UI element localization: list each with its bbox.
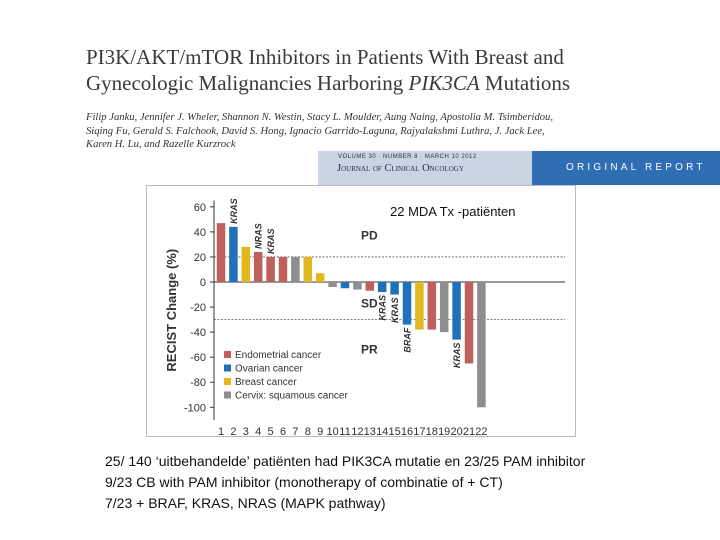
author-line-3: Karen H. Lu, and Razelle Kurzrock — [86, 139, 236, 150]
y-tick-label: 40 — [194, 227, 206, 239]
bar-patient-11 — [340, 282, 350, 289]
y-tick-label: -40 — [190, 327, 206, 339]
bar-patient-10 — [328, 282, 337, 288]
y-tick-label: 20 — [194, 252, 206, 264]
x-tick-label: 7 — [292, 426, 298, 438]
mutation-label-bar-5: KRAS — [266, 228, 276, 254]
note-line-1: 25/ 140 ‘uitbehandelde’ patiënten had PI… — [105, 453, 586, 469]
waterfall-chart: 60 40 20 0 -20 -40 -60 -80 -100 RECIST Change (%)… — [164, 198, 565, 438]
patient-count-label: 22 MDA Tx -patiënten — [390, 204, 516, 219]
bar-patient-21 — [464, 282, 474, 364]
bar-patient-8 — [303, 256, 313, 282]
region-label-pr: PR — [361, 343, 378, 357]
legend-swatch-cervix — [224, 391, 231, 399]
mutation-label-bar-15: KRAS — [390, 298, 400, 324]
bar-patient-12 — [353, 282, 362, 290]
journal-band-right: ORIGINAL REPORT — [532, 151, 720, 185]
legend-swatch-breast — [224, 378, 231, 385]
mutation-label-bar-16: BRAF — [403, 327, 413, 352]
y-tick-label: 60 — [194, 202, 206, 214]
journal-name: Journal of Clinical Oncology — [337, 163, 464, 174]
paper-title-line-2: Gynecologic Malignancies Harboring PIK3C… — [86, 70, 646, 96]
x-tick-label: 21 — [463, 426, 475, 438]
author-list: Filip Janku, Jennifer J. Wheler, Shannon… — [86, 111, 646, 152]
mutation-label-bar-14: KRAS — [378, 295, 388, 321]
y-tick-label: -80 — [190, 377, 206, 389]
bar-patient-7 — [291, 256, 300, 282]
x-tick-label: 12 — [351, 426, 363, 438]
paper-title-line-1: PI3K/AKT/mTOR Inhibitors in Patients Wit… — [86, 45, 564, 69]
x-tick-label: 16 — [401, 426, 413, 438]
region-label-pd: PD — [361, 229, 378, 243]
report-type-label: ORIGINAL REPORT — [566, 162, 706, 173]
x-tick-label: 13 — [364, 426, 376, 438]
y-tick-label: -100 — [184, 402, 206, 414]
journal-band-left: VOLUME 30 · NUMBER 8 · MARCH 10 2012 Jou… — [318, 151, 532, 185]
x-tick-label: 14 — [376, 426, 388, 438]
y-axis-title: RECIST Change (%) — [164, 249, 179, 372]
notes: 25/ 140 ‘uitbehandelde’ patiënten had PI… — [105, 451, 705, 514]
paper-title-line-2-a: Gynecologic Malignancies Harboring — [86, 71, 409, 95]
x-tick-label: 18 — [426, 426, 438, 438]
bar-patient-19 — [439, 282, 449, 333]
paper-title-gene: PIK3CA — [408, 71, 480, 95]
bar-patient-1 — [216, 223, 226, 282]
bar-patient-2 — [229, 226, 238, 282]
x-tick-label: 6 — [280, 426, 286, 438]
x-tick-label: 15 — [388, 426, 400, 438]
bar-patient-18 — [427, 282, 437, 330]
paper-title: PI3K/AKT/mTOR Inhibitors in Patients Wit… — [86, 44, 646, 96]
x-tick-label: 17 — [413, 426, 425, 438]
x-tick-label: 3 — [243, 426, 249, 438]
bar-patient-14 — [377, 282, 387, 293]
bar-patient-5 — [266, 256, 275, 282]
x-tick-label: 11 — [339, 426, 350, 438]
legend-label-ovarian: Ovarian cancer — [235, 364, 303, 375]
y-tick-label: -20 — [190, 302, 206, 314]
bar-patient-4 — [253, 251, 263, 282]
note-line-2: 9/23 CB with PAM inhibitor (monotherapy … — [105, 474, 503, 490]
x-tick-label: 10 — [326, 426, 338, 438]
legend-label-endometrial: Endometrial cancer — [235, 350, 322, 361]
legend-label-cervix: Cervix: squamous cancer — [235, 391, 348, 402]
bar-patient-16 — [402, 282, 412, 325]
x-tick-label: 1 — [218, 426, 224, 438]
journal-volume-info: VOLUME 30 · NUMBER 8 · MARCH 10 2012 — [338, 154, 477, 160]
waterfall-chart-panel: 60 40 20 0 -20 -40 -60 -80 -100 RECIST Change (%)… — [146, 185, 576, 438]
x-tick-label: 20 — [450, 426, 462, 438]
note-line-3: 7/23 + BRAF, KRAS, NRAS (MAPK pathway) — [105, 495, 386, 511]
x-tick-label: 2 — [230, 426, 236, 438]
y-tick-label: 0 — [200, 277, 206, 289]
x-tick-label: 22 — [475, 426, 487, 438]
author-line-2: Siqing Fu, Gerald S. Falchook, David S. … — [86, 125, 545, 137]
region-label-sd: SD — [361, 296, 378, 310]
bar-patient-6 — [278, 256, 288, 282]
x-tick-label: 8 — [305, 426, 311, 438]
legend-swatch-endometrial — [224, 351, 231, 358]
bar-patient-17 — [415, 282, 424, 330]
mutation-label-bar-2: KRAS — [229, 198, 239, 224]
bar-patient-22 — [477, 282, 486, 408]
x-tick-label: 19 — [438, 426, 450, 438]
x-tick-label: 9 — [317, 426, 323, 438]
bar-patient-20 — [452, 282, 461, 340]
x-tick-label: 4 — [255, 426, 261, 438]
author-line-1: Filip Janku, Jennifer J. Wheler, Shannon… — [86, 112, 553, 123]
bar-patient-3 — [241, 246, 251, 282]
mutation-label-bar-4: NRAS — [254, 223, 264, 249]
bar-patient-15 — [390, 282, 399, 295]
legend-swatch-ovarian — [224, 364, 231, 372]
legend-label-breast: Breast cancer — [235, 377, 297, 388]
y-tick-label: -60 — [190, 352, 206, 364]
x-tick-label: 5 — [268, 426, 274, 438]
bar-patient-13 — [365, 282, 375, 291]
mutation-label-bar-20: KRAS — [452, 343, 462, 369]
paper-title-line-2-c: Mutations — [479, 71, 571, 95]
journal-band: VOLUME 30 · NUMBER 8 · MARCH 10 2012 Jou… — [318, 151, 720, 185]
bar-patient-9 — [315, 273, 325, 282]
